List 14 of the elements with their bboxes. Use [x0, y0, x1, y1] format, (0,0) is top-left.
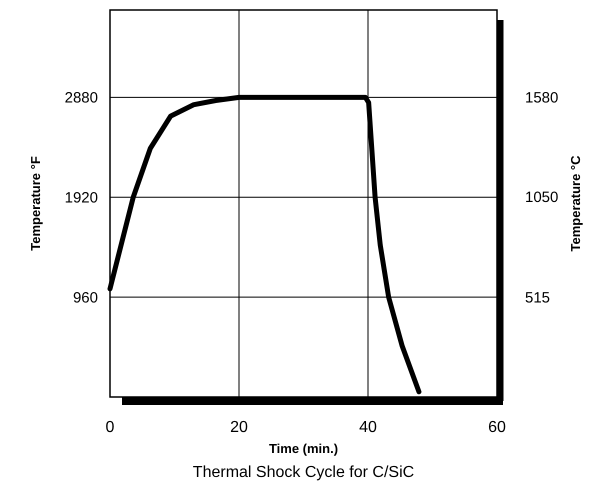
x-tick-label: 0 — [106, 419, 115, 436]
y2-axis-title: Temperature °C — [568, 154, 583, 252]
y-tick-label: 1920 — [64, 190, 98, 207]
y2-tick-label: 1050 — [525, 189, 558, 206]
x-tick-label: 40 — [359, 419, 377, 436]
y-tick-label: 960 — [72, 289, 98, 306]
y2-tick-label: 515 — [525, 289, 550, 306]
x-tick-label: 60 — [488, 419, 506, 436]
y-axis-title: Temperature °F — [28, 156, 43, 251]
text: Thermal Shock Cycle for C/SiC — [192, 464, 414, 481]
x-tick-label: 20 — [230, 419, 248, 436]
y-tick-label: 2880 — [64, 90, 98, 107]
x-axis-title: Time (min.) — [268, 441, 338, 456]
y2-tick-label: 1580 — [525, 90, 558, 107]
